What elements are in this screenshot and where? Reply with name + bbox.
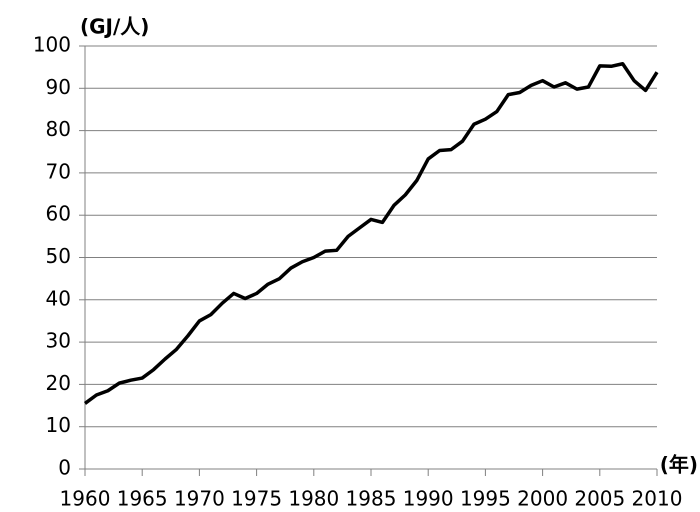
x-axis-label: (年) (660, 453, 698, 477)
x-tick-label: 1980 (288, 487, 339, 511)
x-tick-label: 1975 (231, 487, 282, 511)
x-tick-label: 1960 (60, 487, 111, 511)
y-tick-label: 0 (58, 456, 71, 480)
x-tick-label: 1965 (117, 487, 168, 511)
x-tick-label: 2010 (632, 487, 683, 511)
y-tick-label: 100 (33, 33, 71, 57)
y-tick-label: 50 (46, 244, 71, 268)
y-tick-label: 10 (46, 413, 71, 437)
y-tick-label: 80 (46, 117, 71, 141)
x-tick-label: 2005 (574, 487, 625, 511)
y-tick-label: 90 (46, 75, 71, 99)
x-tick-label: 1990 (403, 487, 454, 511)
x-tick-label: 1995 (460, 487, 511, 511)
y-tick-label: 60 (46, 202, 71, 226)
x-tick-label: 1985 (346, 487, 397, 511)
y-axis-label: (GJ/人) (80, 15, 149, 39)
y-tick-label: 40 (46, 286, 71, 310)
y-tick-label: 30 (46, 329, 71, 353)
x-tick-label: 2000 (517, 487, 568, 511)
y-tick-label: 20 (46, 371, 71, 395)
data-line (83, 62, 659, 405)
x-tick-label: 1970 (174, 487, 225, 511)
y-tick-label: 70 (46, 159, 71, 183)
